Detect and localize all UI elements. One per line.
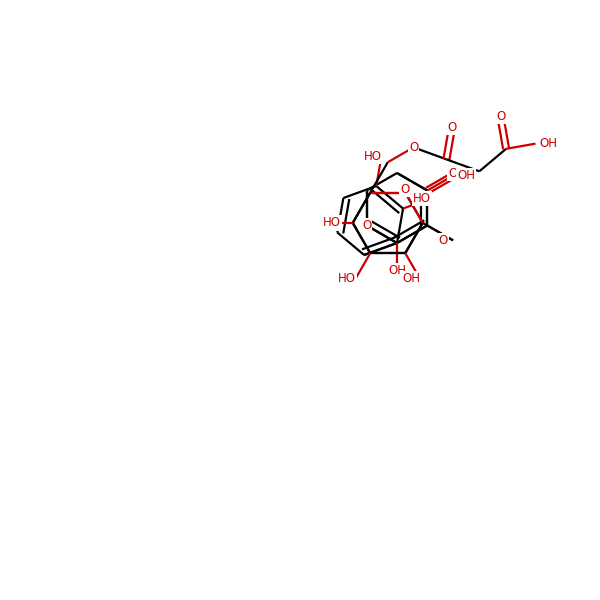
Text: O: O bbox=[409, 141, 418, 154]
Text: HO: HO bbox=[337, 272, 355, 286]
Text: O: O bbox=[447, 121, 456, 134]
Text: O: O bbox=[496, 110, 506, 123]
Text: O: O bbox=[401, 183, 410, 196]
Text: OH: OH bbox=[388, 264, 406, 277]
Text: HO: HO bbox=[413, 192, 431, 205]
Text: HO: HO bbox=[323, 217, 341, 229]
Text: HO: HO bbox=[364, 150, 382, 163]
Text: O: O bbox=[448, 167, 458, 180]
Text: O: O bbox=[362, 219, 371, 232]
Text: OH: OH bbox=[539, 137, 557, 150]
Text: OH: OH bbox=[457, 169, 475, 182]
Text: O: O bbox=[439, 234, 448, 247]
Text: OH: OH bbox=[402, 272, 420, 286]
